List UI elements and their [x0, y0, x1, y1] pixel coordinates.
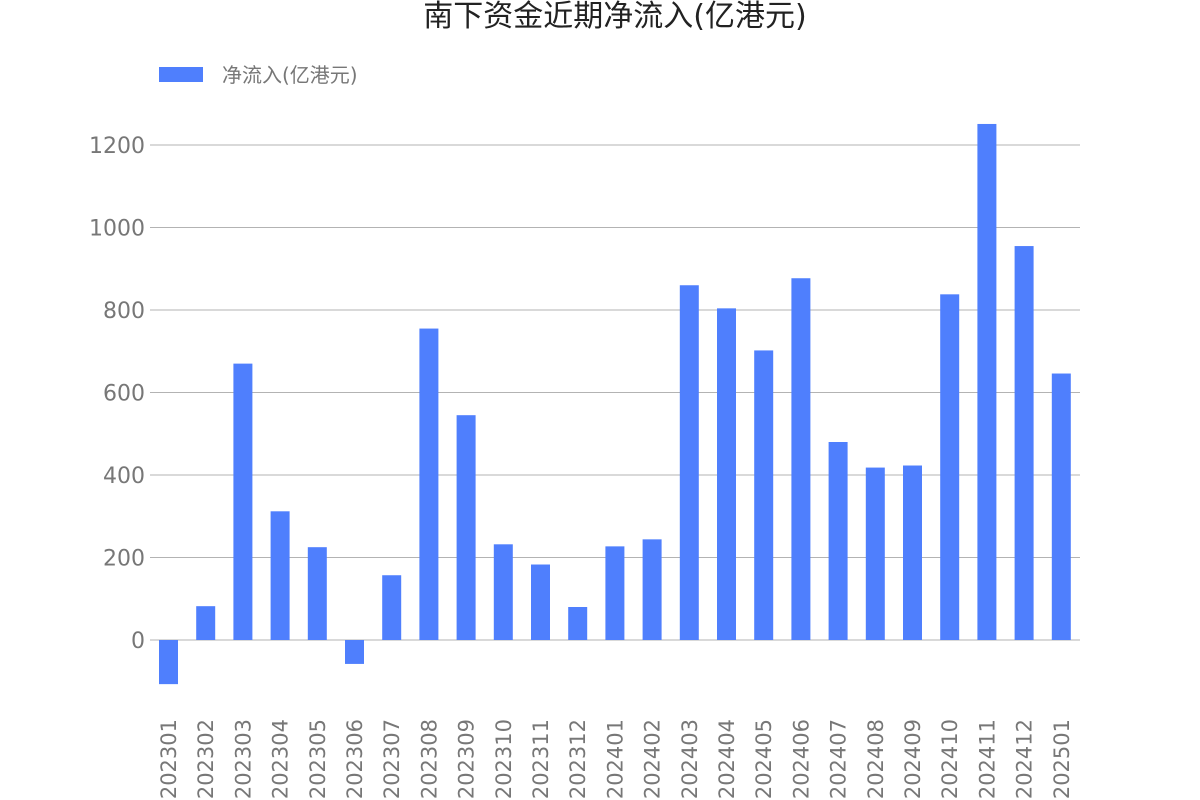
x-tick-label: 202405 [752, 719, 776, 799]
bar-202303 [233, 363, 253, 640]
bar-202410 [940, 294, 960, 640]
legend-label: 净流入(亿港元) [222, 63, 358, 87]
bar-202304 [270, 511, 290, 640]
x-tick-label: 202312 [566, 719, 590, 799]
x-tick-label: 202311 [529, 719, 553, 799]
bar-202404 [717, 308, 736, 640]
x-tick-label: 202302 [194, 719, 218, 799]
x-tick-label: 202301 [157, 719, 181, 799]
y-tick-label: 400 [103, 464, 145, 489]
x-tick-label: 202310 [492, 719, 516, 799]
y-tick-label: 600 [103, 382, 145, 407]
x-axis-ticks: 202301 202302 202303 202304 202305 202306 2023… [157, 719, 1074, 799]
bar-202409 [903, 465, 922, 640]
bar-202310 [493, 544, 513, 640]
bar-202306 [345, 640, 364, 664]
bar-202401 [605, 546, 625, 640]
x-tick-label: 202401 [603, 719, 627, 799]
bar-202407 [828, 442, 848, 640]
bar-202305 [307, 547, 327, 640]
x-tick-label: 202407 [827, 719, 851, 799]
bar-202501 [1051, 373, 1071, 640]
x-tick-label: 202409 [901, 719, 925, 799]
bar-202307 [382, 575, 402, 640]
bar-202411 [977, 123, 997, 640]
x-tick-label: 202308 [417, 719, 441, 799]
legend-swatch [159, 67, 203, 82]
bar-202301 [159, 640, 178, 685]
bar-202308 [419, 328, 439, 640]
bar-202408 [865, 467, 885, 640]
x-tick-label: 202408 [864, 719, 888, 799]
y-tick-label: 200 [103, 547, 145, 572]
x-tick-label: 202306 [343, 719, 367, 799]
bar-202312 [568, 607, 588, 640]
y-tick-label: 1000 [89, 217, 145, 242]
y-tick-label: 1200 [89, 134, 145, 159]
bar-202309 [456, 415, 476, 640]
bar-202311 [531, 564, 550, 640]
x-tick-label: 202402 [641, 719, 665, 799]
x-tick-label: 202309 [455, 719, 479, 799]
legend: 净流入(亿港元) [159, 63, 358, 87]
x-tick-label: 202307 [380, 719, 404, 799]
bars [159, 123, 1071, 685]
chart-title: 南下资金近期净流入(亿港元) [423, 0, 806, 34]
bar-202402 [642, 539, 662, 640]
x-tick-label: 202304 [269, 719, 293, 799]
y-axis-ticks: 0 200 400 600 800 1000 1200 [89, 134, 145, 654]
x-tick-label: 202412 [1013, 719, 1037, 799]
y-tick-label: 800 [103, 299, 145, 324]
bar-202405 [754, 350, 774, 640]
x-tick-label: 202501 [1050, 719, 1074, 799]
bar-202302 [196, 606, 216, 640]
x-tick-label: 202403 [678, 719, 702, 799]
x-tick-label: 202305 [306, 719, 330, 799]
x-tick-label: 202303 [231, 719, 255, 799]
bar-202412 [1014, 246, 1034, 640]
bar-202406 [791, 278, 811, 640]
x-tick-label: 202411 [975, 719, 999, 799]
x-tick-label: 202410 [938, 719, 962, 799]
bar-202403 [679, 285, 699, 640]
x-tick-label: 202404 [715, 719, 739, 799]
gridlines [150, 144, 1080, 641]
x-tick-label: 202406 [789, 719, 813, 799]
y-tick-label: 0 [131, 629, 145, 654]
